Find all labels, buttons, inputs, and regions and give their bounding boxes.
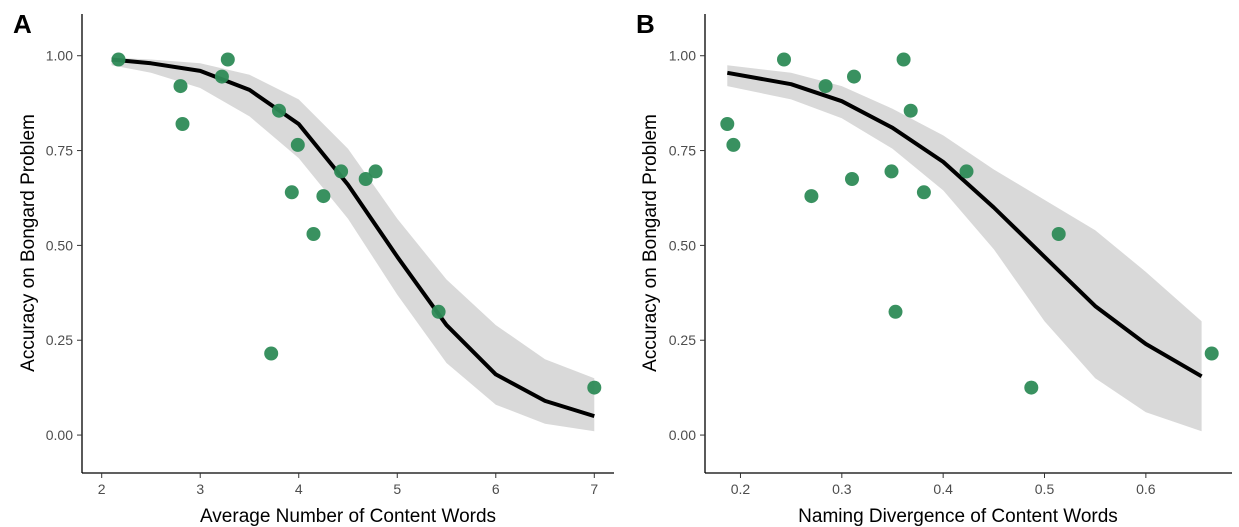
panel-b-point-16	[1204, 346, 1219, 361]
panel-a-point-16	[587, 380, 602, 395]
panel-a-point-6	[264, 346, 279, 361]
panel-a-y-axis-title: Accuracy on Bongard Problem	[18, 114, 39, 372]
panel-a-x-tick-label-4: 5	[393, 481, 401, 497]
panel-a-x-tick-label-2: 3	[196, 481, 204, 497]
panel-b-y-tick-label-3: 0.50	[669, 237, 696, 253]
panel-b-confidence-ribbon	[727, 65, 1202, 432]
panel-a-fit-curve	[111, 57, 595, 419]
panel-a-ribbon-area	[111, 57, 595, 432]
panel-b-point-3	[777, 52, 791, 67]
panel-a-point-2	[173, 79, 188, 94]
panel-a-y-tick-label-4: 0.75	[46, 143, 73, 159]
panel-b-y-tick-label-4: 0.75	[669, 143, 696, 159]
panel-a-point-15	[431, 304, 446, 319]
panel-a-y-tick-label-3: 0.50	[46, 237, 73, 253]
panel-a-point-10	[306, 227, 321, 241]
panel-a-x-tick-label-1: 2	[98, 481, 106, 497]
panel-b-point-2	[726, 137, 741, 152]
panel-b: B 0.2 0.3 0.4 0.5 0.6 0.00 0.25 0.50 0.75 1.00 Na…	[636, 9, 1232, 527]
panel-a-x-axis-title: Average Number of Content Words	[200, 506, 496, 527]
panel-a-point-8	[284, 185, 299, 200]
panel-a-point-14	[368, 164, 383, 179]
panel-b-point-14	[1024, 380, 1039, 395]
panel-a-point-13	[358, 172, 373, 186]
panel-b-x-tick-label-3: 0.4	[933, 481, 953, 497]
panel-b-point-15	[1051, 227, 1066, 241]
panel-a-point-3	[175, 117, 190, 131]
panel-a-fit-line	[111, 57, 595, 419]
panel-a-x-tick-label-3: 4	[295, 481, 303, 497]
panel-a-x-tick-label-6: 7	[590, 481, 598, 497]
panel-b-point-9	[888, 304, 903, 319]
panel-b-y-tick-label-1: 0.00	[669, 427, 696, 443]
panel-a-point-5	[220, 52, 235, 67]
panel-a-axes: 2 3 4 5 6 7 0.00 0.25 0.50 0.75 1.00	[46, 14, 614, 497]
panel-b-x-axis-title: Naming Divergence of Content Words	[798, 506, 1118, 527]
panel-b-ribbon-area	[727, 65, 1202, 432]
panel-b-point-12	[916, 185, 931, 200]
panel-b-point-13	[959, 164, 974, 179]
panel-a: A 2 3 4 5 6 7 0.00 0.25 0.50 0.75 1.00 Average Num…	[13, 9, 614, 527]
panel-b-x-tick-label-1: 0.2	[731, 481, 751, 497]
panel-b-point-6	[845, 172, 859, 186]
panel-b-y-tick-label-2: 0.25	[669, 332, 696, 348]
panel-b-point-7	[847, 69, 861, 84]
panel-a-letter: A	[13, 9, 32, 39]
panel-a-point-12	[334, 164, 349, 179]
panel-b-point-4	[804, 189, 819, 204]
panel-a-x-tick-label-5: 6	[492, 481, 500, 497]
panel-a-point-1	[111, 52, 126, 67]
panel-b-x-tick-label-5: 0.6	[1136, 481, 1156, 497]
panel-b-y-axis-title: Accuracy on Bongard Problem	[640, 114, 661, 372]
panel-a-confidence-ribbon	[111, 57, 595, 432]
panel-a-point-9	[290, 137, 305, 152]
panel-a-point-11	[316, 189, 331, 204]
panel-b-point-5	[818, 79, 833, 94]
panel-b-y-tick-label-5: 1.00	[669, 48, 696, 64]
panel-b-fit-line	[726, 70, 1203, 379]
panel-a-y-tick-label-1: 0.00	[46, 427, 73, 443]
panel-b-letter: B	[636, 9, 655, 39]
panel-a-y-tick-label-2: 0.25	[46, 332, 73, 348]
panel-a-point-7	[272, 103, 286, 118]
panel-b-x-tick-label-2: 0.3	[832, 481, 852, 497]
panel-b-points	[720, 52, 1219, 395]
panel-b-fit-curve	[726, 70, 1203, 379]
panel-b-axes: 0.2 0.3 0.4 0.5 0.6 0.00 0.25 0.50 0.75 1.00	[669, 14, 1232, 497]
panel-a-point-4	[214, 69, 229, 84]
panel-a-y-tick-label-5: 1.00	[46, 48, 73, 64]
panel-b-point-1	[720, 117, 735, 131]
panel-b-x-tick-label-4: 0.5	[1035, 481, 1055, 497]
panel-b-point-11	[903, 103, 918, 118]
panel-b-point-10	[896, 52, 911, 67]
panel-b-point-8	[884, 164, 899, 179]
panel-a-points	[111, 52, 602, 395]
